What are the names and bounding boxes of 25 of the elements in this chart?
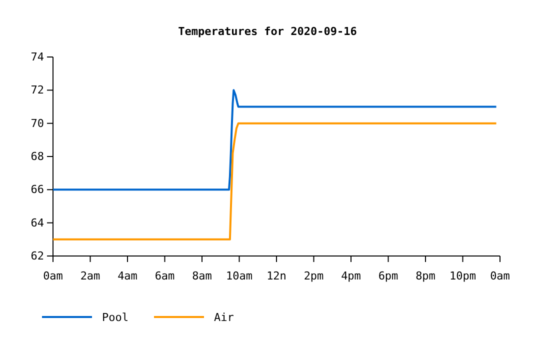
chart-title: Temperatures for 2020-09-16: [178, 25, 358, 38]
y-tick-label: 68: [30, 150, 44, 164]
y-tick-label: 72: [30, 84, 44, 97]
x-tick-label: 2pm: [304, 269, 324, 282]
x-tick-label: 4am: [118, 269, 138, 282]
line-series: [52, 89, 498, 191]
x-tick-label: 4pm: [341, 269, 362, 282]
legend-label: Pool: [102, 311, 128, 324]
x-tick-label: 2am: [80, 269, 101, 282]
line-series: [52, 122, 498, 240]
x-tick-label: 8am: [192, 269, 212, 282]
y-tick-label: 66: [30, 183, 44, 196]
x-tick-label: 10pm: [450, 269, 476, 282]
legend-label: Air: [214, 311, 234, 324]
x-tick-label: 10am: [226, 269, 253, 282]
x-tick-label: 0am: [43, 269, 64, 282]
y-tick-label: 70: [30, 116, 44, 130]
x-tick-label: 6pm: [378, 269, 399, 282]
x-tick-label: 0am: [490, 269, 510, 282]
y-tick-label: 64: [30, 216, 44, 230]
y-tick-label: 74: [30, 50, 44, 64]
y-tick-label: 62: [30, 250, 44, 263]
x-tick-label: 12n: [266, 269, 286, 282]
x-tick-label: 6am: [154, 269, 176, 282]
x-tick-label: 8pm: [416, 269, 436, 282]
